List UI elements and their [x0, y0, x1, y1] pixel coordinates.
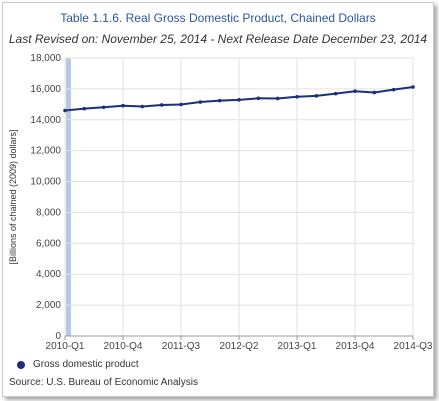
data-point	[140, 104, 145, 109]
x-tick-label: 2014-Q3	[394, 341, 433, 352]
data-point	[159, 103, 164, 107]
highlight-band	[66, 58, 71, 336]
data-point	[198, 100, 203, 104]
data-point	[275, 96, 280, 101]
y-tick-label: 4,000	[36, 269, 61, 280]
y-tick-label: 12,000	[30, 146, 61, 157]
data-point	[179, 102, 183, 107]
data-point	[353, 89, 357, 94]
y-tick-label: 2,000	[36, 300, 61, 311]
chart-subtitle: Last Revised on: November 25, 2014 - Nex…	[8, 32, 428, 46]
legend[interactable]: Gross domestic product	[17, 359, 139, 370]
x-tick-label: 2012-Q2	[220, 341, 259, 352]
line-chart: 0 2,000 4,000 6,000 8,000 10,000 12,000 14,000 1…	[8, 53, 433, 352]
data-point	[256, 96, 261, 101]
data-point	[314, 94, 319, 98]
data-point	[295, 94, 299, 99]
source-note: Source: U.S. Bureau of Economic Analysis	[9, 377, 198, 388]
y-tick-label: 8,000	[36, 207, 61, 218]
legend-marker-icon	[17, 360, 25, 369]
y-tick-label: 0	[55, 331, 61, 342]
data-point	[82, 106, 87, 111]
x-tick-label: 2010-Q1	[46, 341, 85, 352]
data-point	[372, 90, 377, 95]
chart-title: Table 1.1.6. Real Gross Domestic Product…	[60, 11, 376, 25]
chart-frame: Table 1.1.6. Real Gross Domestic Product…	[2, 2, 434, 397]
y-tick-label: 10,000	[30, 177, 61, 188]
x-tick-label: 2013-Q4	[336, 341, 375, 352]
data-point	[411, 85, 415, 89]
x-tick-label: 2011-Q3	[162, 341, 201, 352]
y-tick-label: 18,000	[30, 53, 61, 64]
data-point	[63, 108, 67, 113]
y-axis-label: [Billions of chained (2009) dollars]	[8, 129, 18, 264]
data-point	[333, 91, 338, 96]
data-point	[217, 98, 222, 103]
y-tick-label: 16,000	[30, 84, 61, 95]
data-point	[237, 98, 241, 102]
data-point	[101, 105, 106, 110]
data-point	[391, 87, 396, 92]
y-tick-label: 6,000	[36, 238, 61, 249]
y-tick-label: 14,000	[30, 115, 61, 126]
x-tick-label: 2010-Q4	[104, 341, 143, 352]
data-point	[121, 103, 125, 108]
legend-label: Gross domestic product	[33, 359, 139, 370]
x-tick-label: 2013-Q1	[278, 341, 317, 352]
